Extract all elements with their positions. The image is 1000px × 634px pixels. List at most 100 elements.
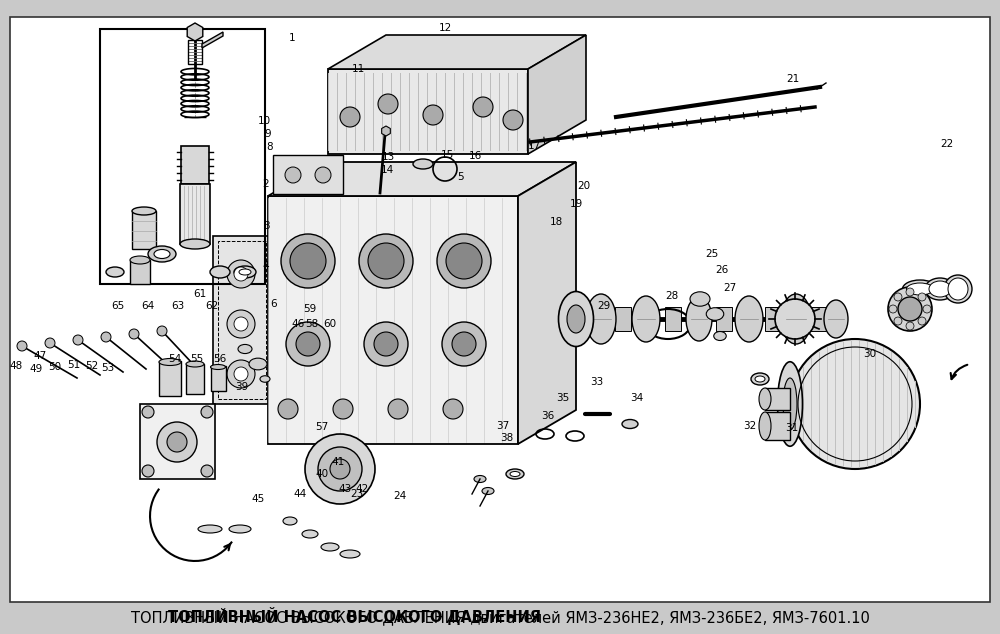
Ellipse shape (229, 525, 251, 533)
Text: 49: 49 (29, 364, 43, 374)
Ellipse shape (180, 239, 210, 249)
Bar (218, 241, 266, 399)
Circle shape (790, 339, 920, 469)
Circle shape (330, 459, 350, 479)
Circle shape (201, 406, 213, 418)
Ellipse shape (302, 530, 318, 538)
Text: 31: 31 (785, 423, 799, 433)
Circle shape (437, 234, 491, 288)
Ellipse shape (238, 344, 252, 354)
Text: 64: 64 (141, 301, 155, 311)
Polygon shape (268, 162, 576, 196)
Circle shape (281, 234, 335, 288)
Ellipse shape (234, 266, 256, 278)
Text: 20: 20 (577, 181, 591, 191)
Ellipse shape (474, 476, 486, 482)
Bar (186, 364, 204, 394)
Ellipse shape (586, 294, 616, 344)
Text: 58: 58 (305, 319, 319, 329)
Bar (188, 40, 202, 64)
Circle shape (889, 305, 897, 313)
Ellipse shape (778, 362, 802, 446)
Circle shape (167, 432, 187, 452)
Circle shape (17, 341, 27, 351)
Ellipse shape (567, 305, 585, 333)
Text: 16: 16 (468, 151, 482, 161)
Ellipse shape (755, 376, 765, 382)
Text: 28: 28 (665, 291, 679, 301)
Ellipse shape (783, 378, 797, 430)
Text: 21: 21 (786, 74, 800, 84)
Ellipse shape (132, 207, 156, 215)
Text: 36: 36 (541, 411, 555, 421)
Bar (180, 184, 210, 244)
Circle shape (142, 465, 154, 477)
Text: 19: 19 (569, 199, 583, 209)
Circle shape (318, 447, 362, 491)
Circle shape (473, 97, 493, 117)
Ellipse shape (558, 292, 594, 347)
Bar (615, 307, 631, 331)
Bar (810, 307, 826, 331)
Bar (159, 361, 181, 396)
Circle shape (234, 367, 248, 381)
Circle shape (364, 322, 408, 366)
Circle shape (359, 234, 413, 288)
Ellipse shape (510, 472, 520, 477)
Ellipse shape (925, 278, 955, 300)
Circle shape (906, 288, 914, 296)
Text: 32: 32 (743, 421, 757, 431)
Text: 11: 11 (351, 64, 365, 74)
Circle shape (142, 406, 154, 418)
Text: 27: 27 (723, 283, 737, 293)
Circle shape (340, 107, 360, 127)
Circle shape (234, 317, 248, 331)
Ellipse shape (714, 332, 726, 340)
Text: 22: 22 (940, 139, 954, 149)
Text: 29: 29 (597, 301, 611, 311)
Ellipse shape (321, 543, 339, 551)
Ellipse shape (706, 307, 724, 320)
Polygon shape (202, 32, 223, 48)
Ellipse shape (186, 361, 204, 367)
Text: 26: 26 (715, 265, 729, 275)
Text: 4: 4 (263, 261, 269, 271)
Circle shape (423, 105, 443, 125)
Polygon shape (518, 162, 576, 444)
Circle shape (305, 434, 375, 504)
Ellipse shape (929, 281, 951, 297)
Ellipse shape (413, 159, 433, 169)
Text: 56: 56 (213, 354, 227, 364)
Circle shape (918, 317, 926, 325)
Ellipse shape (686, 297, 712, 341)
Text: 24: 24 (393, 491, 407, 501)
Circle shape (906, 322, 914, 330)
Text: 18: 18 (549, 217, 563, 227)
Circle shape (129, 329, 139, 339)
Circle shape (227, 260, 255, 288)
Text: 23: 23 (350, 489, 364, 499)
Text: 47: 47 (33, 351, 47, 361)
Text: 43: 43 (338, 484, 352, 494)
Text: 34: 34 (630, 393, 644, 403)
Circle shape (227, 360, 255, 388)
Text: 53: 53 (101, 363, 115, 373)
Circle shape (285, 167, 301, 183)
Ellipse shape (632, 296, 660, 342)
Text: 50: 50 (48, 362, 62, 372)
Circle shape (296, 332, 320, 356)
Ellipse shape (239, 269, 251, 275)
Text: 61: 61 (193, 289, 207, 299)
Text: 15: 15 (440, 150, 454, 160)
Text: 51: 51 (67, 360, 81, 370)
Circle shape (443, 399, 463, 419)
Text: 5: 5 (458, 172, 464, 182)
Text: 38: 38 (500, 433, 514, 443)
Circle shape (73, 335, 83, 345)
Text: 13: 13 (381, 152, 395, 162)
Circle shape (227, 310, 255, 338)
Ellipse shape (506, 469, 524, 479)
Polygon shape (268, 196, 518, 444)
Circle shape (388, 399, 408, 419)
Bar (140, 404, 215, 479)
